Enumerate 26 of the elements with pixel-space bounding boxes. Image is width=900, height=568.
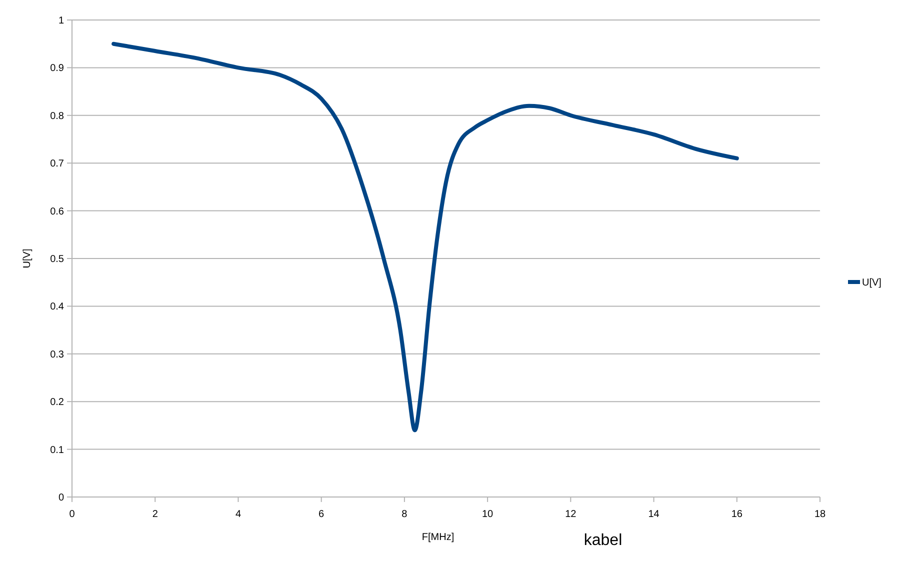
x-tick-label: 6 <box>318 509 325 520</box>
x-tick-label: 4 <box>235 509 242 520</box>
line-series <box>112 42 739 432</box>
y-tick-label: 0.4 <box>50 302 64 313</box>
x-tick-label: 16 <box>731 509 743 520</box>
y-tick-label: 0.5 <box>50 254 64 265</box>
y-tick-label: 0.6 <box>50 206 64 218</box>
x-tick-label: 8 <box>402 509 408 520</box>
x-tick-label: 18 <box>814 509 826 520</box>
x-tick-label: 12 <box>565 509 577 520</box>
x-tick-label: 14 <box>648 509 660 520</box>
x-tick-label: 0 <box>69 509 76 520</box>
y-tick-label: 0.2 <box>50 397 64 408</box>
y-tick-label: 0.1 <box>50 444 64 456</box>
x-axis-title: F[MHz] <box>422 532 454 543</box>
y-tick-label: 0 <box>58 492 64 504</box>
y-tick-label: 0.8 <box>50 110 64 122</box>
x-tick-label: 2 <box>152 509 158 520</box>
y-tick-label: 0.3 <box>50 349 64 360</box>
y-tick-label: 1 <box>58 16 64 26</box>
text: kabel <box>584 532 622 549</box>
legend-label: U[V] <box>862 278 882 288</box>
x-tick-label: 10 <box>482 509 494 520</box>
y-axis-title: U[V] <box>22 248 33 268</box>
y-tick-label: 0.7 <box>50 158 64 170</box>
y-tick-label: 0.9 <box>50 63 64 74</box>
